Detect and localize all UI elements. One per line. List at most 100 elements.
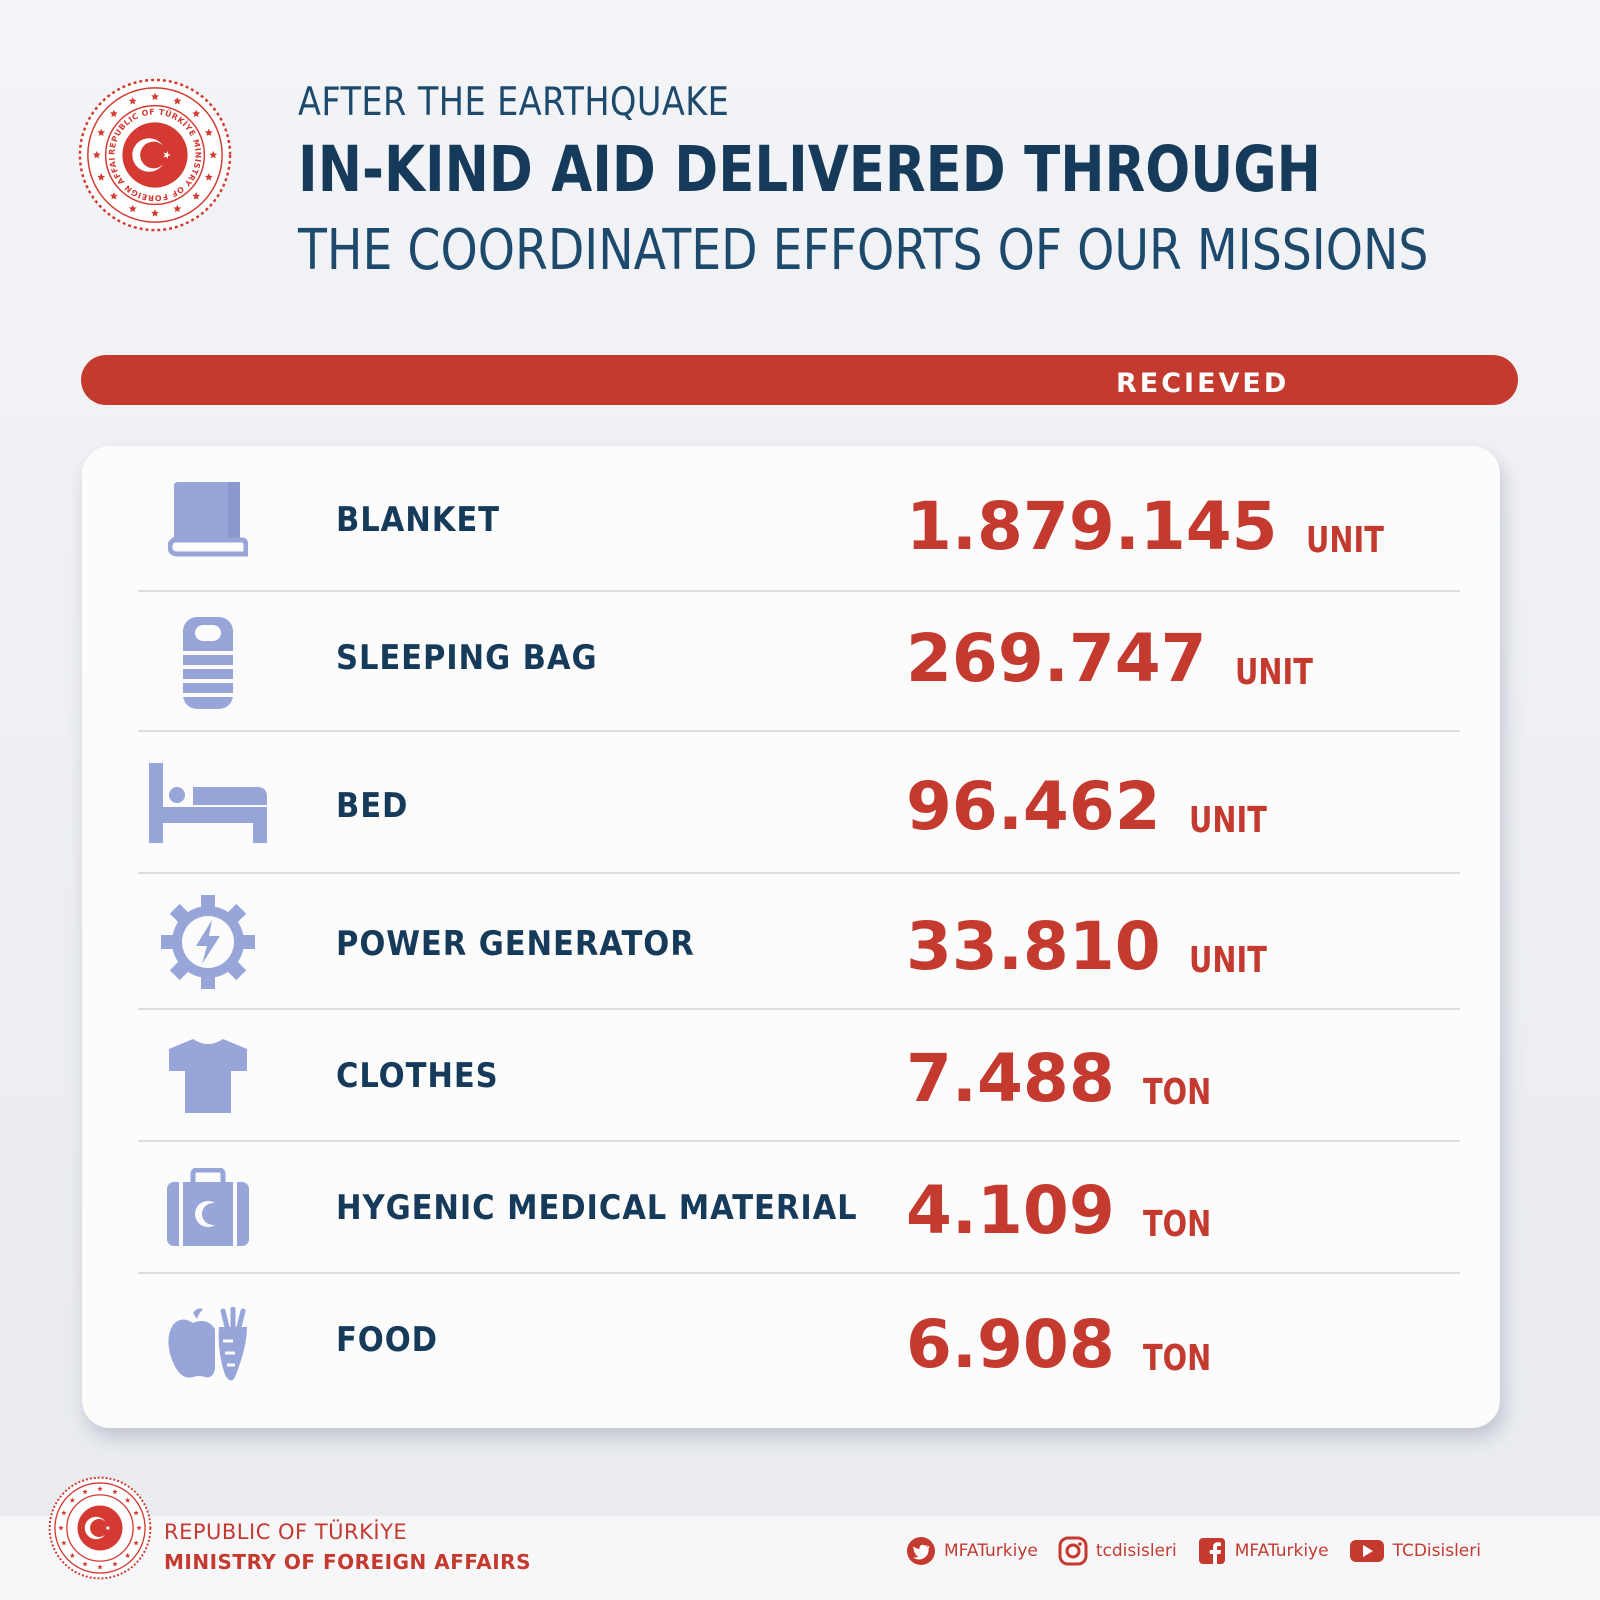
social-link-twitter[interactable]: MFATurkiye [906,1536,1038,1566]
aid-value: 4.109 [906,1172,1115,1249]
food-icon [138,1274,278,1414]
blanket-icon [138,446,278,592]
aid-item-label: SLEEPING BAG [336,638,598,678]
row-divider [138,1140,1460,1142]
aid-value-group: 4.109 TON [906,1178,1228,1244]
row-divider [138,590,1460,592]
seal-star-icon [209,150,218,159]
header-subtitle: AFTER THE EARTHQUAKE [298,80,730,125]
seal-star-icon [112,1489,118,1495]
aid-item-label: POWER GENERATOR [336,924,695,964]
seal-star-icon [133,1510,139,1516]
seal-star-icon [204,128,213,137]
received-label: RECIEVED [1116,368,1290,399]
seal-star-icon [61,1540,67,1546]
seal-star-icon [128,97,137,105]
social-links: MFATurkiye tcdisisleri MFATurkiye TCDisi… [906,1536,1501,1566]
row-divider [138,872,1460,874]
seal-star-icon [204,173,213,181]
seal-star-icon [61,1510,67,1516]
seal-star-icon [82,1561,88,1567]
aid-row-blanket: BLANKET 1.879.145 UNIT [138,446,1460,592]
aid-value-group: 33.810 UNIT [906,914,1286,980]
aid-row-medical: HYGENIC MEDICAL MATERIAL 4.109 TON [138,1142,1460,1274]
social-handle: tcdisisleri [1095,1541,1177,1561]
seal-star-icon [192,192,201,200]
social-link-youtube[interactable]: TCDisisleri [1349,1536,1481,1566]
aid-unit: TON [1142,1072,1212,1113]
ministry-seal-logo-footer [48,1476,152,1580]
seal-star-icon [112,1561,118,1567]
medical-kit-icon [138,1142,278,1274]
aid-unit: UNIT [1188,800,1267,841]
seal-star-icon [92,150,101,159]
aid-unit: UNIT [1188,940,1267,981]
footer-bar [0,1516,1600,1600]
facebook-icon [1198,1538,1225,1564]
header: AFTER THE EARTHQUAKE IN-KIND AID DELIVER… [298,80,1558,286]
aid-value-group: 6.908 TON [906,1312,1228,1378]
ministry-name-line1: REPUBLIC OF TÜRKİYE [164,1520,408,1544]
aid-value: 269.747 [906,620,1207,697]
aid-table-card: BLANKET 1.879.145 UNIT SLEEPING BAG 269.… [82,446,1500,1428]
seal-star-icon [97,128,106,137]
aid-value: 7.488 [906,1040,1115,1117]
youtube-icon [1349,1540,1384,1562]
aid-row-sleeping-bag: SLEEPING BAG 269.747 UNIT [138,592,1460,732]
seal-star-icon [69,1497,76,1503]
seal-star-icon [109,109,118,118]
aid-value: 96.462 [906,768,1161,845]
aid-item-label: FOOD [336,1320,438,1360]
social-link-facebook[interactable]: MFATurkiye [1197,1536,1329,1566]
aid-item-label: BLANKET [336,500,500,540]
seal-star-icon [136,1525,142,1531]
seal-star-icon [97,1564,103,1570]
seal-star-icon [109,192,118,200]
aid-value-group: 7.488 TON [906,1046,1228,1112]
aid-unit: TON [1142,1204,1212,1245]
seal-star-icon [133,1540,139,1546]
aid-value: 33.810 [906,908,1161,985]
page-title: IN-KIND AID DELIVERED THROUGH [298,133,1321,206]
power-generator-icon [138,874,278,1010]
ministry-seal-logo: REPUBLIC OF TÜRKİYE MINISTRY OF FOREIGN … [76,76,232,232]
seal-star-icon [128,204,137,213]
aid-value-group: 1.879.145 UNIT [906,494,1403,560]
seal-star-icon [124,1497,131,1503]
received-banner: RECIEVED [81,355,1518,405]
instagram-icon [1058,1536,1088,1566]
aid-value-group: 96.462 UNIT [906,774,1286,840]
aid-row-clothes: CLOTHES 7.488 TON [138,1010,1460,1142]
row-divider [138,1272,1460,1274]
seal-star-icon [173,97,182,105]
social-handle: MFATurkiye [1234,1541,1329,1561]
seal-star-icon [151,92,159,101]
aid-value: 1.879.145 [906,488,1278,565]
bed-icon [138,732,278,874]
social-handle: MFATurkiye [944,1541,1038,1561]
twitter-icon [907,1537,935,1565]
seal-star-icon [97,1486,103,1492]
row-divider [138,730,1460,732]
seal-star-icon [192,109,201,118]
seal-star-icon [151,209,159,217]
seal-star-icon [97,173,106,181]
aid-row-bed: BED 96.462 UNIT [138,732,1460,874]
aid-item-label: HYGENIC MEDICAL MATERIAL [336,1188,858,1228]
aid-value-group: 269.747 UNIT [906,626,1332,692]
aid-item-label: CLOTHES [336,1056,499,1096]
social-handle: TCDisisleri [1392,1541,1481,1561]
row-divider [138,1008,1460,1010]
seal-star-icon [124,1552,131,1558]
social-link-instagram[interactable]: tcdisisleri [1058,1536,1177,1566]
seal-star-icon [58,1525,64,1531]
aid-value: 6.908 [906,1306,1115,1383]
seal-star-icon [82,1489,88,1495]
header-tagline: THE COORDINATED EFFORTS OF OUR MISSIONS [298,218,1429,283]
sleeping-bag-icon [138,592,278,732]
aid-row-food: FOOD 6.908 TON [138,1274,1460,1414]
seal-star-icon [69,1552,76,1558]
aid-unit: UNIT [1234,652,1313,693]
aid-row-power-generator: POWER GENERATOR 33.810 UNIT [138,874,1460,1010]
aid-item-label: BED [336,786,409,826]
